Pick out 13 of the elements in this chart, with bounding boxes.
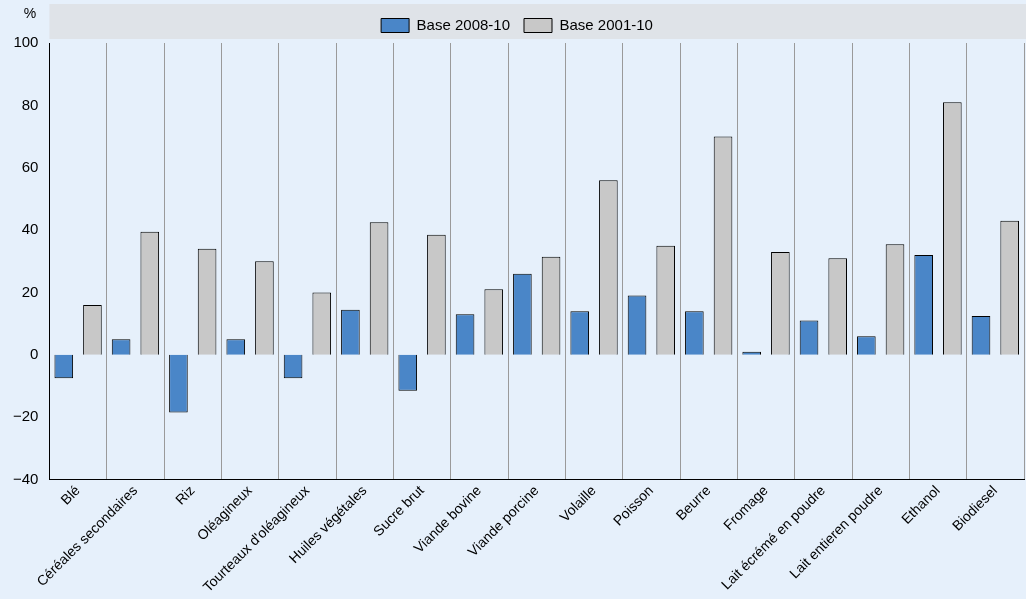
y-axis-title: %: [23, 4, 37, 21]
y-tick-label: 20: [21, 282, 39, 300]
y-tick-label: 60: [21, 157, 39, 175]
y-tick-label: −40: [12, 469, 39, 487]
x-tick-label: Blé: [57, 481, 84, 508]
x-tick-label: Riz: [171, 482, 198, 508]
y-tick-label: 0: [30, 345, 39, 363]
y-tick-label: −20: [12, 407, 39, 425]
y-tick-label: 100: [13, 33, 39, 51]
legend-label: Base 2001-10: [559, 15, 653, 33]
y-tick-label: 40: [21, 220, 39, 238]
legend-label: Base 2008-10: [416, 15, 510, 33]
y-tick-label: 80: [21, 95, 39, 113]
